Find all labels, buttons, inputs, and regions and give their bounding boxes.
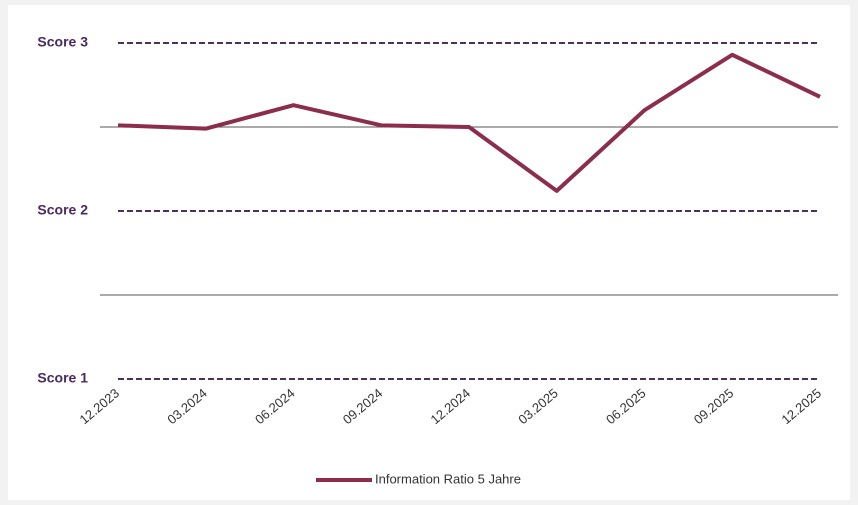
y-tick-label: Score 1	[37, 370, 88, 386]
legend-label: Information Ratio 5 Jahre	[375, 471, 521, 486]
y-tick-label: Score 3	[37, 34, 88, 50]
data-line	[117, 52, 821, 193]
y-tick-label: Score 2	[37, 202, 88, 218]
chart-background	[8, 5, 850, 500]
